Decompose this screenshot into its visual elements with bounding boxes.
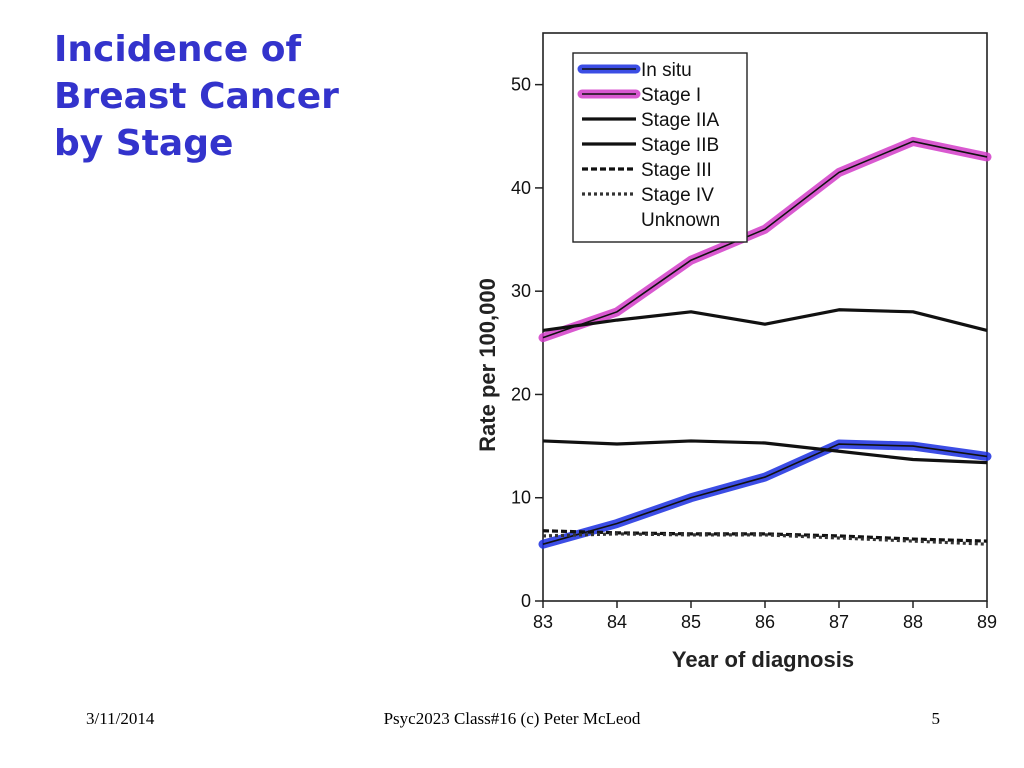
series-layer <box>538 136 992 549</box>
x-tick-label: 89 <box>977 612 997 632</box>
chart-container: 0 10 20 30 40 50 83 84 85 86 87 88 89 In situ Stage … <box>460 20 1020 680</box>
y-tick-label: 10 <box>511 488 531 508</box>
slide-title-line-1: Incidence of <box>54 29 302 70</box>
y-tick-label: 30 <box>511 281 531 301</box>
x-axis: 83 84 85 86 87 88 89 <box>533 601 997 632</box>
line-chart: 0 10 20 30 40 50 83 84 85 86 87 88 89 In situ Stage … <box>475 32 997 672</box>
y-tick-label: 50 <box>511 75 531 95</box>
legend-label: In situ <box>641 60 692 81</box>
y-tick-label: 40 <box>511 178 531 198</box>
series-line <box>542 532 988 546</box>
slide-title: Incidence of Breast Cancer by Stage <box>54 26 414 167</box>
x-tick-label: 84 <box>607 612 627 632</box>
legend-label: Stage IIB <box>641 135 719 156</box>
x-tick-label: 88 <box>903 612 923 632</box>
legend-label: Stage III <box>641 160 712 181</box>
legend-label: Stage I <box>641 85 701 106</box>
series-line <box>542 308 988 333</box>
footer-page-number: 5 <box>931 709 941 728</box>
footer-date: 3/11/2014 <box>86 709 155 728</box>
x-tick-label: 85 <box>681 612 701 632</box>
series-line <box>542 140 988 339</box>
legend-label: Unknown <box>641 210 720 231</box>
series-line <box>542 443 988 545</box>
x-tick-label: 87 <box>829 612 849 632</box>
y-axis-title: Rate per 100,000 <box>475 278 500 452</box>
legend: In situ Stage I Stage IIA Stage IIB Stage II… <box>572 52 748 243</box>
legend-label: Stage IIA <box>641 110 719 131</box>
legend-label: Stage IV <box>641 185 714 206</box>
x-tick-label: 83 <box>533 612 553 632</box>
x-tick-label: 86 <box>755 612 775 632</box>
footer-course-credit: Psyc2023 Class#16 (c) Peter McLeod <box>383 709 641 728</box>
legend-box <box>572 52 748 243</box>
series-line <box>542 439 988 465</box>
slide-title-line-2: Breast Cancer <box>54 76 339 117</box>
y-tick-label: 20 <box>511 384 531 404</box>
x-axis-title: Year of diagnosis <box>672 647 854 672</box>
slide-title-line-3: by Stage <box>54 123 234 164</box>
y-tick-label: 0 <box>521 591 531 611</box>
y-axis: 0 10 20 30 40 50 <box>511 75 543 611</box>
